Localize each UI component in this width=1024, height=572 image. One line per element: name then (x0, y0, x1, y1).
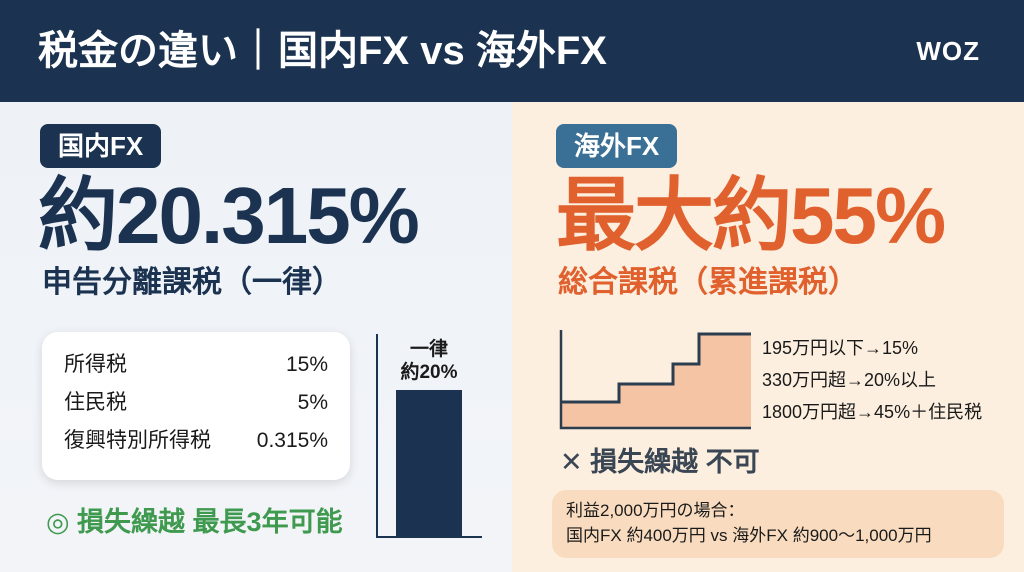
overseas-badge: 海外FX (556, 124, 678, 168)
example-title: 利益2,000万円の場合： (566, 501, 745, 520)
breakdown-label: 所得税 (64, 353, 127, 376)
header: 税金の違い｜国内FX vs 海外FX WOZ (0, 0, 1024, 102)
step-axes (559, 330, 751, 430)
breakdown-value: 15% (285, 353, 328, 376)
bar-label: 一律 約20% (382, 338, 476, 384)
bar-label-line: 約20% (400, 362, 458, 383)
breakdown-row: 所得税 15% (64, 352, 328, 390)
breakdown-value: 0.315% (256, 429, 328, 452)
breakdown-row: 復興特別所得税 0.315% (64, 428, 328, 466)
page-title: 税金の違い｜国内FX vs 海外FX (38, 29, 607, 73)
example-box: 利益2,000万円の場合： 国内FX 約400万円 vs 海外FX 約900〜1… (552, 490, 1004, 558)
loss-carryforward-ok: ◎ 損失繰越 最長3年可能 (46, 507, 343, 537)
bar-label-line: 一律 (409, 339, 448, 360)
step-line (561, 332, 751, 404)
flat-rate-bar (396, 390, 462, 537)
breakdown-label: 復興特別所得税 (64, 429, 211, 452)
bar-axis-y (376, 334, 378, 538)
bracket-item: 1800万円超→45%＋住民税 (762, 402, 983, 422)
domestic-method: 申告分離課税（一律） (42, 266, 342, 299)
loss-carryforward-ng: ✕ 損失繰越 不可 (560, 447, 760, 477)
overseas-method: 総合課税（累進課税） (558, 266, 858, 299)
bracket-item: 195万円以下→15% (762, 338, 919, 358)
breakdown-label: 住民税 (64, 391, 127, 414)
bar-axis-x (376, 536, 482, 538)
bracket-item: 330万円超→20%以上 (762, 370, 937, 390)
step-area (561, 334, 751, 428)
breakdown-value: 5% (297, 391, 328, 414)
breakdown-row: 住民税 5% (64, 390, 328, 428)
overseas-rate: 最大約55% (556, 171, 946, 260)
example-body: 国内FX 約400万円 vs 海外FX 約900〜1,000万円 (566, 526, 932, 545)
logo: WOZ (916, 36, 980, 66)
domestic-rate: 約20.315% (38, 171, 420, 260)
domestic-badge: 国内FX (40, 124, 162, 168)
tax-breakdown-card: 所得税 15% 住民税 5% 復興特別所得税 0.315% (42, 332, 350, 480)
progressive-step-chart (559, 330, 751, 430)
